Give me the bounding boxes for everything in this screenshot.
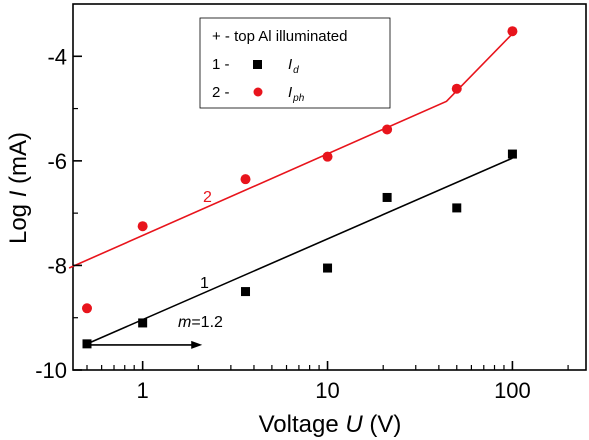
y-tick-label: -8 <box>47 253 67 278</box>
fit-lines <box>68 33 513 345</box>
series-1-point <box>507 149 517 159</box>
slope-value: =1.2 <box>191 314 223 331</box>
series-2-point <box>137 221 148 232</box>
data-markers <box>81 26 518 349</box>
y-axis-title: Log I (mA) <box>5 132 32 244</box>
series-1-point <box>452 203 462 213</box>
x-tick-label: 100 <box>494 378 531 403</box>
series-2-point <box>322 151 333 162</box>
series-2-point <box>451 83 462 94</box>
series-1-point <box>241 287 251 297</box>
series-1-fit-line <box>86 157 513 345</box>
y-tick-label: -10 <box>35 358 67 383</box>
slope-label: m=1.2 <box>178 314 223 331</box>
y-tick-label: -4 <box>47 44 67 69</box>
series-2-point <box>81 303 92 314</box>
slope-var: m <box>178 314 191 331</box>
series-2-curve-label: 2 <box>203 189 212 206</box>
series-2-point <box>382 124 393 135</box>
legend-series-1-marker <box>253 60 262 69</box>
legend-header: + - top Al illuminated <box>212 28 348 45</box>
series-1-curve-label: 1 <box>200 275 209 292</box>
slope-arrowhead <box>191 340 203 349</box>
annotations: m=1.2 1 2 <box>86 189 223 349</box>
legend-series-1-number: 1 - <box>212 56 230 73</box>
series-1-point <box>382 192 392 202</box>
x-tick-label: 1 <box>137 378 149 403</box>
series-1-point <box>82 339 92 349</box>
y-tick-label: -6 <box>47 149 67 174</box>
x-axis-title: Voltage U (V) <box>259 411 402 438</box>
series-2-point <box>507 26 518 37</box>
legend-box <box>199 17 391 109</box>
x-tick-label: 10 <box>315 378 339 403</box>
series-1-point <box>138 318 148 328</box>
axis-ticks: 1 10 100 -10 -8 -6 -4 <box>35 44 569 403</box>
plot-border <box>72 3 587 371</box>
plot-frame <box>72 3 587 371</box>
legend: + - top Al illuminated 1 - Id 2 - Iph <box>199 17 391 109</box>
legend-series-2-label: Iph <box>288 84 305 104</box>
legend-series-2-marker <box>253 87 263 97</box>
series-1-point <box>323 263 333 273</box>
series-2-fit-line <box>68 33 513 269</box>
series-2-point <box>240 174 251 185</box>
legend-series-2-number: 2 - <box>212 84 230 101</box>
legend-series-1-label: Id <box>288 56 299 76</box>
